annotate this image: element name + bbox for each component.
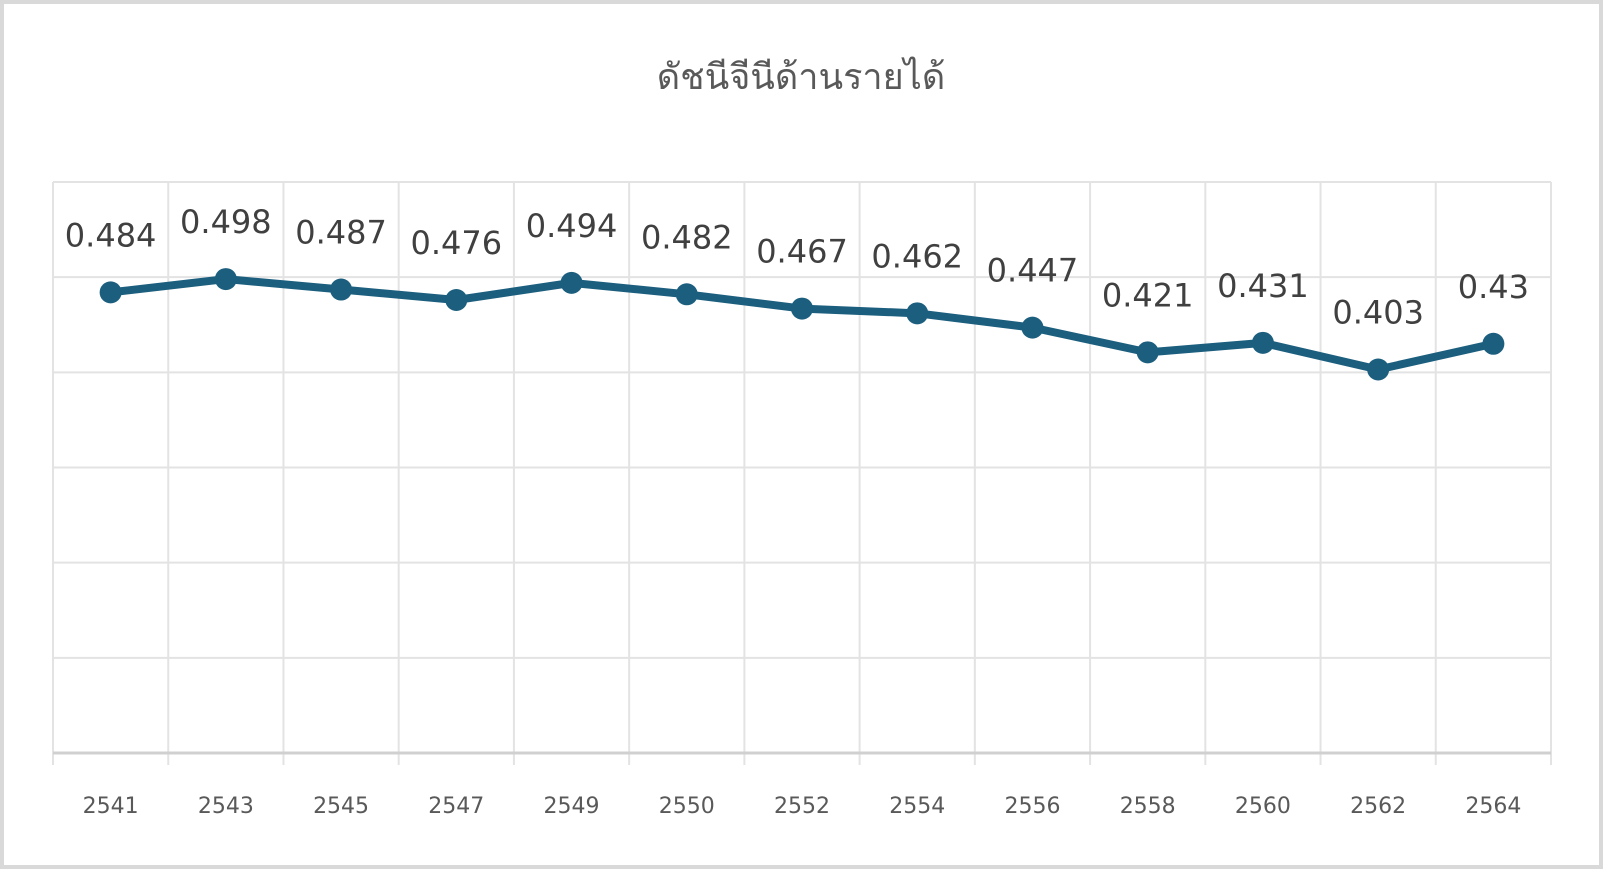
chart-title: ดัชนีจีนีด้านรายได้ [657, 56, 945, 98]
data-point [214, 268, 237, 291]
data-label: 0.476 [411, 224, 503, 262]
x-tick-label: 2564 [1465, 794, 1521, 819]
data-label: 0.487 [295, 214, 387, 252]
data-point [560, 271, 583, 294]
data-label: 0.447 [987, 252, 1079, 290]
x-tick-label: 2560 [1235, 794, 1291, 819]
data-label: 0.421 [1102, 276, 1194, 314]
data-label: 0.43 [1458, 268, 1529, 306]
data-point [99, 281, 122, 304]
x-tick-label: 2558 [1120, 794, 1176, 819]
data-label: 0.484 [65, 216, 157, 254]
data-point [445, 289, 468, 312]
x-tick-label: 2545 [313, 794, 369, 819]
data-label: 0.498 [180, 203, 272, 241]
x-tick-label: 2543 [198, 794, 254, 819]
data-point [791, 297, 813, 320]
x-tick-label: 2556 [1004, 794, 1060, 819]
data-point [1482, 332, 1505, 355]
data-label: 0.462 [871, 237, 963, 275]
x-tick-label: 2549 [544, 794, 600, 819]
data-point [1367, 358, 1390, 381]
x-tick-label: 2541 [83, 794, 139, 819]
data-point [1251, 331, 1274, 354]
x-tick-label: 2552 [774, 794, 830, 819]
data-point [1136, 341, 1159, 364]
data-label: 0.403 [1332, 293, 1424, 331]
data-label: 0.482 [641, 218, 733, 256]
data-point [330, 278, 353, 301]
data-point [675, 283, 698, 306]
x-tick-label: 2554 [889, 794, 945, 819]
data-label: 0.431 [1217, 267, 1309, 305]
x-tick-label: 2550 [659, 794, 715, 819]
data-point [906, 302, 929, 325]
x-tick-label: 2562 [1350, 794, 1406, 819]
data-label: 0.494 [526, 207, 618, 245]
data-label: 0.467 [756, 233, 848, 271]
x-tick-label: 2547 [428, 794, 484, 819]
data-point [1021, 316, 1044, 339]
